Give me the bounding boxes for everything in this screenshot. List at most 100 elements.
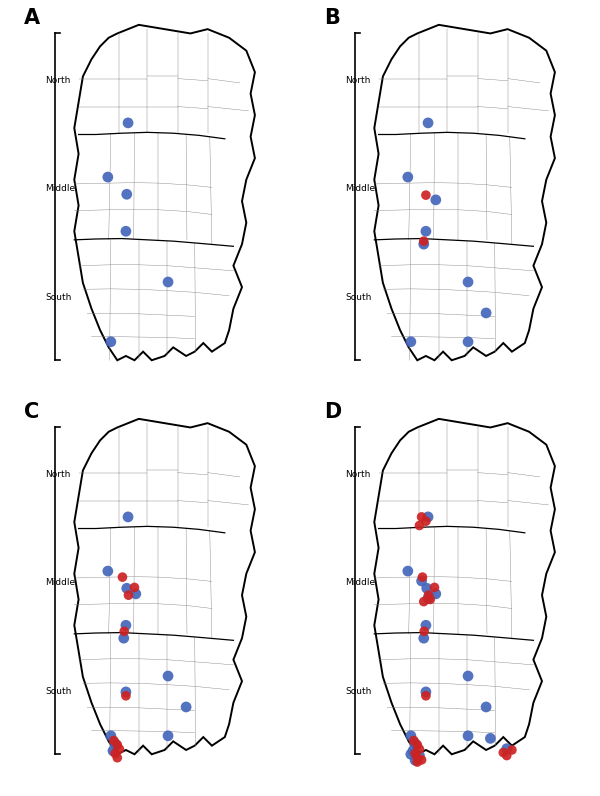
Text: Middle: Middle bbox=[45, 184, 75, 193]
Text: Middle: Middle bbox=[345, 184, 375, 193]
Point bbox=[163, 729, 173, 742]
Point bbox=[421, 689, 431, 702]
Point bbox=[123, 116, 133, 129]
Text: Middle: Middle bbox=[345, 578, 375, 587]
Point bbox=[163, 669, 173, 682]
Point bbox=[417, 575, 427, 587]
Point bbox=[481, 700, 491, 713]
Point bbox=[419, 632, 428, 645]
Point bbox=[421, 619, 431, 632]
Point bbox=[112, 751, 122, 764]
Text: North: North bbox=[345, 470, 370, 479]
Point bbox=[412, 739, 422, 751]
Point bbox=[481, 306, 491, 319]
Text: South: South bbox=[45, 294, 71, 302]
Point bbox=[106, 729, 116, 742]
Point bbox=[415, 743, 424, 755]
Point bbox=[431, 587, 440, 600]
Point bbox=[403, 170, 413, 183]
Point bbox=[415, 519, 424, 532]
Point bbox=[430, 581, 439, 594]
Point bbox=[485, 732, 495, 745]
Text: B: B bbox=[324, 8, 340, 28]
Point bbox=[103, 564, 113, 577]
Point bbox=[408, 744, 418, 757]
Point bbox=[110, 737, 120, 750]
Point bbox=[406, 729, 416, 742]
Point bbox=[419, 238, 428, 251]
Text: South: South bbox=[345, 294, 371, 302]
Point bbox=[417, 754, 427, 767]
Polygon shape bbox=[374, 25, 555, 361]
Text: South: South bbox=[45, 688, 71, 696]
Point bbox=[424, 589, 433, 602]
Point bbox=[119, 625, 129, 638]
Point bbox=[431, 193, 440, 206]
Point bbox=[423, 510, 433, 523]
Point bbox=[108, 744, 118, 757]
Point bbox=[499, 746, 508, 759]
Point bbox=[502, 743, 512, 755]
Point bbox=[131, 587, 140, 600]
Point bbox=[410, 754, 420, 767]
Point bbox=[417, 510, 427, 523]
Point bbox=[410, 747, 420, 760]
Point bbox=[122, 188, 131, 201]
Text: South: South bbox=[345, 688, 371, 696]
Point bbox=[412, 751, 422, 764]
Text: North: North bbox=[45, 470, 70, 479]
Text: Middle: Middle bbox=[45, 578, 75, 587]
Point bbox=[121, 685, 131, 698]
Point bbox=[507, 743, 517, 756]
Point bbox=[110, 747, 120, 760]
Point bbox=[406, 335, 416, 348]
Point bbox=[425, 593, 435, 606]
Point bbox=[412, 755, 422, 768]
Point bbox=[463, 275, 473, 288]
Point bbox=[423, 591, 433, 604]
Point bbox=[419, 595, 428, 608]
Text: North: North bbox=[345, 76, 370, 85]
Point bbox=[403, 564, 413, 577]
Point bbox=[121, 689, 131, 702]
Text: C: C bbox=[24, 402, 40, 422]
Point bbox=[406, 748, 416, 761]
Text: D: D bbox=[324, 402, 341, 422]
Polygon shape bbox=[74, 25, 255, 361]
Point bbox=[121, 225, 131, 238]
Point bbox=[463, 335, 473, 348]
Point bbox=[109, 734, 119, 747]
Text: A: A bbox=[24, 8, 40, 28]
Point bbox=[421, 225, 431, 238]
Text: North: North bbox=[45, 76, 70, 85]
Point bbox=[121, 619, 131, 632]
Point bbox=[123, 510, 133, 523]
Point bbox=[421, 515, 431, 528]
Point bbox=[118, 571, 127, 583]
Point bbox=[106, 335, 116, 348]
Point bbox=[122, 582, 131, 595]
Point bbox=[119, 632, 128, 645]
Point bbox=[130, 581, 139, 594]
Point bbox=[423, 116, 433, 129]
Polygon shape bbox=[74, 419, 255, 755]
Point bbox=[418, 571, 427, 583]
Point bbox=[163, 275, 173, 288]
Point bbox=[103, 170, 113, 183]
Point bbox=[421, 685, 431, 698]
Point bbox=[419, 235, 428, 248]
Point bbox=[124, 589, 133, 602]
Point bbox=[463, 729, 473, 742]
Point bbox=[421, 189, 431, 201]
Point bbox=[463, 669, 473, 682]
Point bbox=[410, 737, 420, 750]
Point bbox=[115, 743, 124, 755]
Point bbox=[419, 625, 429, 638]
Point bbox=[502, 749, 512, 762]
Point bbox=[415, 749, 424, 762]
Point bbox=[409, 734, 419, 747]
Point bbox=[181, 700, 191, 713]
Point bbox=[422, 582, 431, 595]
Point bbox=[112, 739, 122, 751]
Polygon shape bbox=[374, 419, 555, 755]
